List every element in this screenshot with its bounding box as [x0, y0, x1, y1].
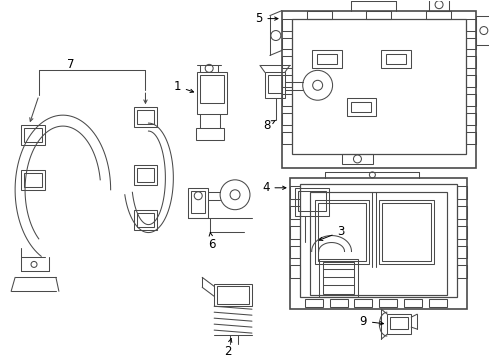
Bar	[21, 170, 45, 190]
Bar	[318, 203, 367, 261]
Bar	[282, 11, 476, 168]
Bar	[457, 246, 467, 258]
Bar	[196, 128, 224, 140]
Bar	[282, 94, 292, 106]
Bar	[24, 128, 42, 142]
Bar	[379, 200, 434, 265]
Bar	[391, 317, 408, 329]
Bar	[197, 72, 227, 114]
Bar	[137, 213, 154, 226]
Bar	[295, 188, 329, 216]
Bar	[310, 192, 447, 295]
Bar	[351, 102, 371, 112]
Bar	[367, 11, 392, 19]
Text: 5: 5	[255, 12, 278, 25]
Bar	[466, 75, 476, 87]
Bar	[282, 57, 292, 68]
Bar	[298, 191, 326, 211]
Bar	[330, 299, 347, 307]
Bar	[191, 191, 205, 213]
Bar	[317, 54, 337, 64]
Bar	[282, 19, 292, 31]
Bar	[282, 37, 292, 49]
Text: 6: 6	[208, 232, 216, 251]
Bar	[466, 94, 476, 106]
Bar	[429, 0, 449, 11]
Bar	[354, 299, 372, 307]
Text: 3: 3	[319, 225, 345, 240]
Bar	[134, 210, 157, 230]
Bar	[457, 265, 467, 278]
Bar	[137, 110, 154, 124]
Bar	[290, 186, 300, 199]
Bar	[305, 299, 322, 307]
Bar	[457, 226, 467, 239]
Bar	[379, 299, 397, 307]
Bar	[188, 188, 208, 218]
Bar	[214, 284, 252, 306]
Bar	[382, 203, 431, 261]
Bar	[429, 299, 447, 307]
Bar	[342, 154, 373, 164]
Text: 8: 8	[263, 118, 275, 132]
Bar	[318, 260, 359, 297]
Bar	[290, 226, 300, 239]
Bar	[265, 72, 285, 98]
Bar	[24, 173, 42, 187]
Bar	[134, 165, 157, 185]
Bar	[381, 50, 411, 68]
Text: 4: 4	[262, 181, 286, 194]
Bar	[315, 200, 369, 265]
Bar	[134, 107, 157, 127]
Bar	[200, 75, 224, 103]
Bar	[404, 299, 422, 307]
Bar	[322, 262, 354, 294]
Bar	[387, 314, 411, 334]
Bar	[386, 54, 406, 64]
Text: 1: 1	[173, 80, 194, 93]
Bar	[426, 11, 451, 19]
Bar	[282, 132, 292, 144]
Bar	[290, 246, 300, 258]
Bar	[282, 113, 292, 125]
Bar	[466, 19, 476, 31]
Bar	[282, 75, 292, 87]
Bar	[457, 206, 467, 219]
Bar	[290, 265, 300, 278]
Bar	[268, 75, 282, 93]
Bar	[466, 132, 476, 144]
Bar	[466, 57, 476, 68]
Text: 2: 2	[224, 339, 232, 357]
Bar	[457, 186, 467, 199]
Bar	[307, 11, 332, 19]
Bar	[476, 15, 490, 45]
Bar	[137, 168, 154, 182]
Bar	[466, 37, 476, 49]
Bar	[290, 206, 300, 219]
Bar	[217, 286, 249, 304]
Bar	[346, 98, 376, 116]
Bar	[21, 125, 45, 145]
Bar	[290, 178, 467, 309]
Bar	[466, 113, 476, 125]
Bar	[292, 19, 466, 154]
Text: 9: 9	[360, 315, 384, 328]
Bar	[312, 50, 342, 68]
Bar	[300, 184, 457, 297]
Text: 7: 7	[67, 58, 74, 71]
